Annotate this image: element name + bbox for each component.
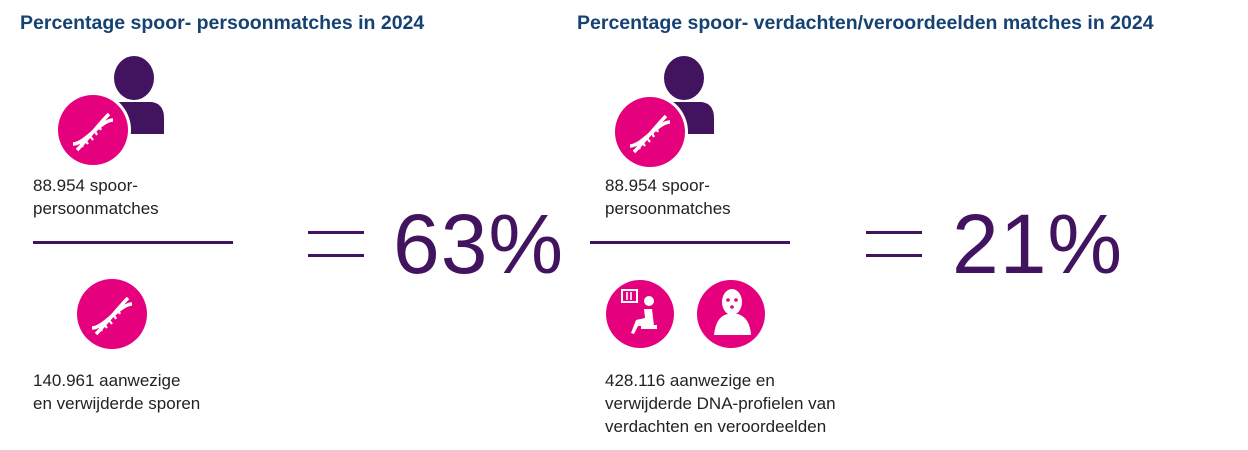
denominator-line3: verdachten en veroordeelden <box>605 417 827 436</box>
numerator-line1: 88.954 spoor- <box>33 176 138 195</box>
right-numerator: 88.954 spoor- persoonmatches <box>605 174 731 220</box>
left-title: Percentage spoor- persoonmatches in 2024 <box>20 12 425 34</box>
right-title: Percentage spoor- verdachten/veroordeeld… <box>577 12 1154 34</box>
right-equals-top <box>866 231 922 234</box>
left-result: 63% <box>393 197 565 291</box>
left-numerator: 88.954 spoor- persoonmatches <box>33 174 159 220</box>
numerator-line2: persoonmatches <box>33 199 159 218</box>
prisoner-icon <box>606 280 674 348</box>
masked-suspect-icon <box>697 280 765 348</box>
numerator-line2: persoonmatches <box>605 199 731 218</box>
right-icons <box>606 56 765 348</box>
numerator-line1: 88.954 spoor- <box>605 176 710 195</box>
left-person-dna-icon <box>55 56 164 349</box>
denominator-line2: verwijderde DNA-profielen van <box>605 394 836 413</box>
left-equals-top <box>308 231 364 234</box>
right-result: 21% <box>952 197 1124 291</box>
left-equals-bottom <box>308 254 364 257</box>
left-denominator: 140.961 aanwezige en verwijderde sporen <box>33 369 200 415</box>
denominator-line2: en verwijderde sporen <box>33 394 201 413</box>
denominator-line1: 140.961 aanwezige <box>33 371 181 390</box>
left-fraction-line <box>33 241 233 244</box>
denominator-line1: 428.116 aanwezige en <box>605 371 775 390</box>
right-fraction-line <box>590 241 790 244</box>
right-equals-bottom <box>866 254 922 257</box>
right-denominator: 428.116 aanwezige en verwijderde DNA-pro… <box>605 369 836 438</box>
